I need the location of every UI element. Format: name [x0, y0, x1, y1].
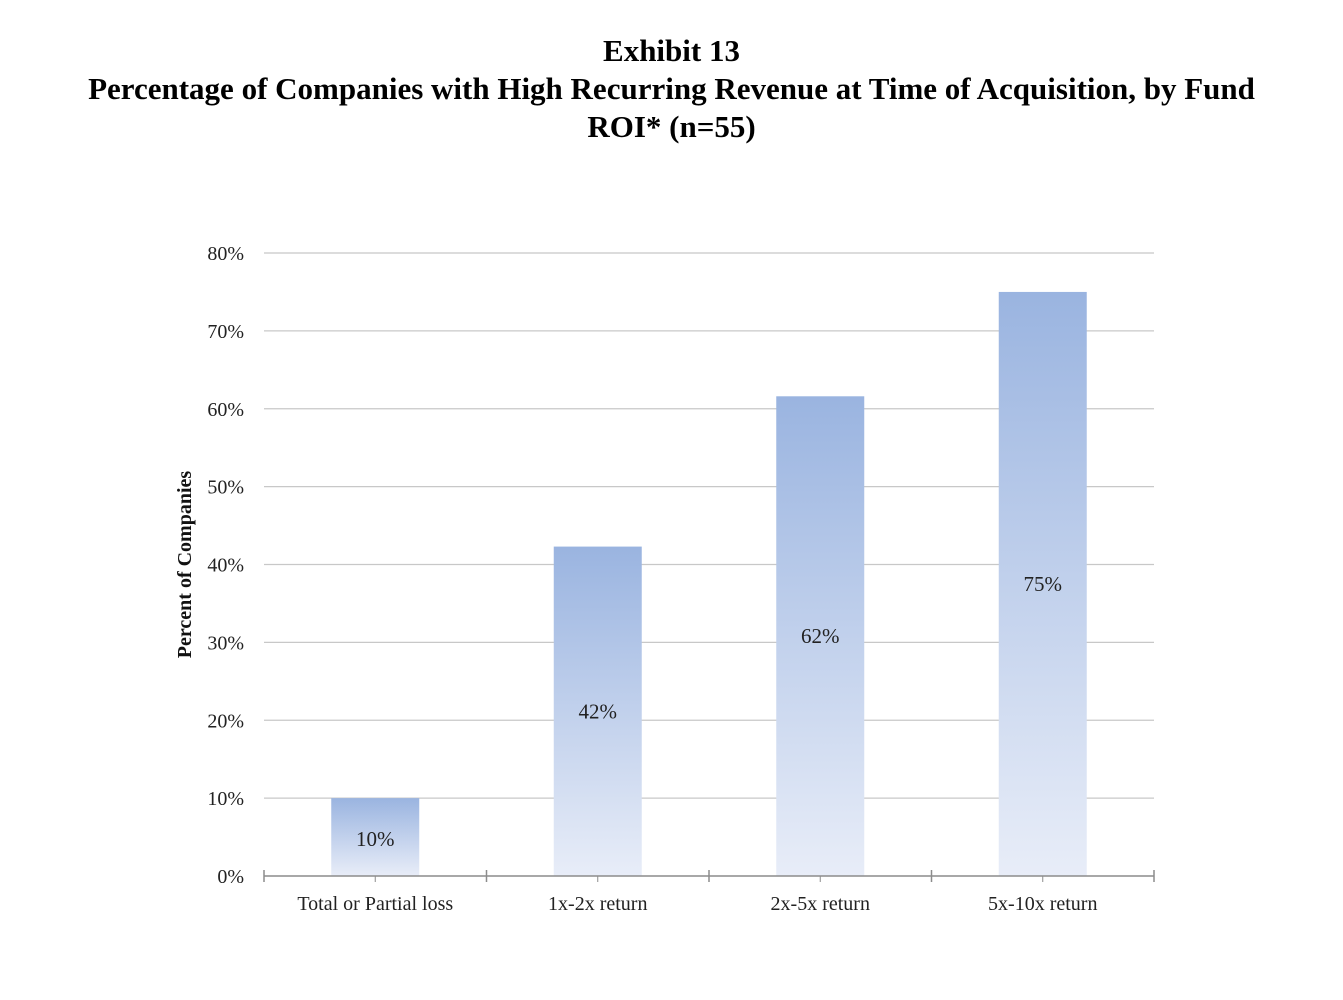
labels: 0% 10% 20% 30% 40% 50% 60% 70% 80% 10% Total or Pa…: [174, 243, 1097, 915]
y-tick-label: 70%: [207, 321, 244, 343]
y-tick-label: 40%: [207, 555, 244, 577]
x-tick-label: Total or Partial loss: [297, 893, 453, 915]
data-label: 62%: [801, 624, 840, 648]
y-tick-label: 0%: [217, 866, 244, 888]
y-axis-title: Percent of Companies: [174, 471, 196, 659]
data-label: 75%: [1024, 572, 1063, 596]
bars: [331, 291, 1087, 876]
chart-title: Exhibit 13 Percentage of Companies with …: [0, 32, 1343, 146]
bar: [998, 291, 1087, 876]
bar: [553, 546, 642, 876]
y-tick-label: 60%: [207, 399, 244, 421]
axes: [263, 870, 1155, 882]
bar: [776, 396, 865, 876]
x-tick-label: 1x-2x return: [548, 893, 647, 915]
y-tick-label: 30%: [207, 632, 244, 654]
y-tick-label: 20%: [207, 710, 244, 732]
x-tick-label: 2x-5x return: [771, 893, 870, 915]
y-tick-label: 80%: [207, 243, 244, 265]
title-line-1: Exhibit 13: [603, 33, 740, 68]
data-label: 10%: [356, 827, 395, 851]
y-tick-label: 10%: [207, 788, 244, 810]
title-line-2: Percentage of Companies with High Recurr…: [88, 71, 1255, 106]
y-tick-label: 50%: [207, 477, 244, 499]
x-tick-label: 5x-10x return: [988, 893, 1097, 915]
bar: [331, 798, 420, 876]
title-line-3: ROI* (n=55): [587, 109, 756, 144]
data-label: 42%: [579, 699, 618, 723]
